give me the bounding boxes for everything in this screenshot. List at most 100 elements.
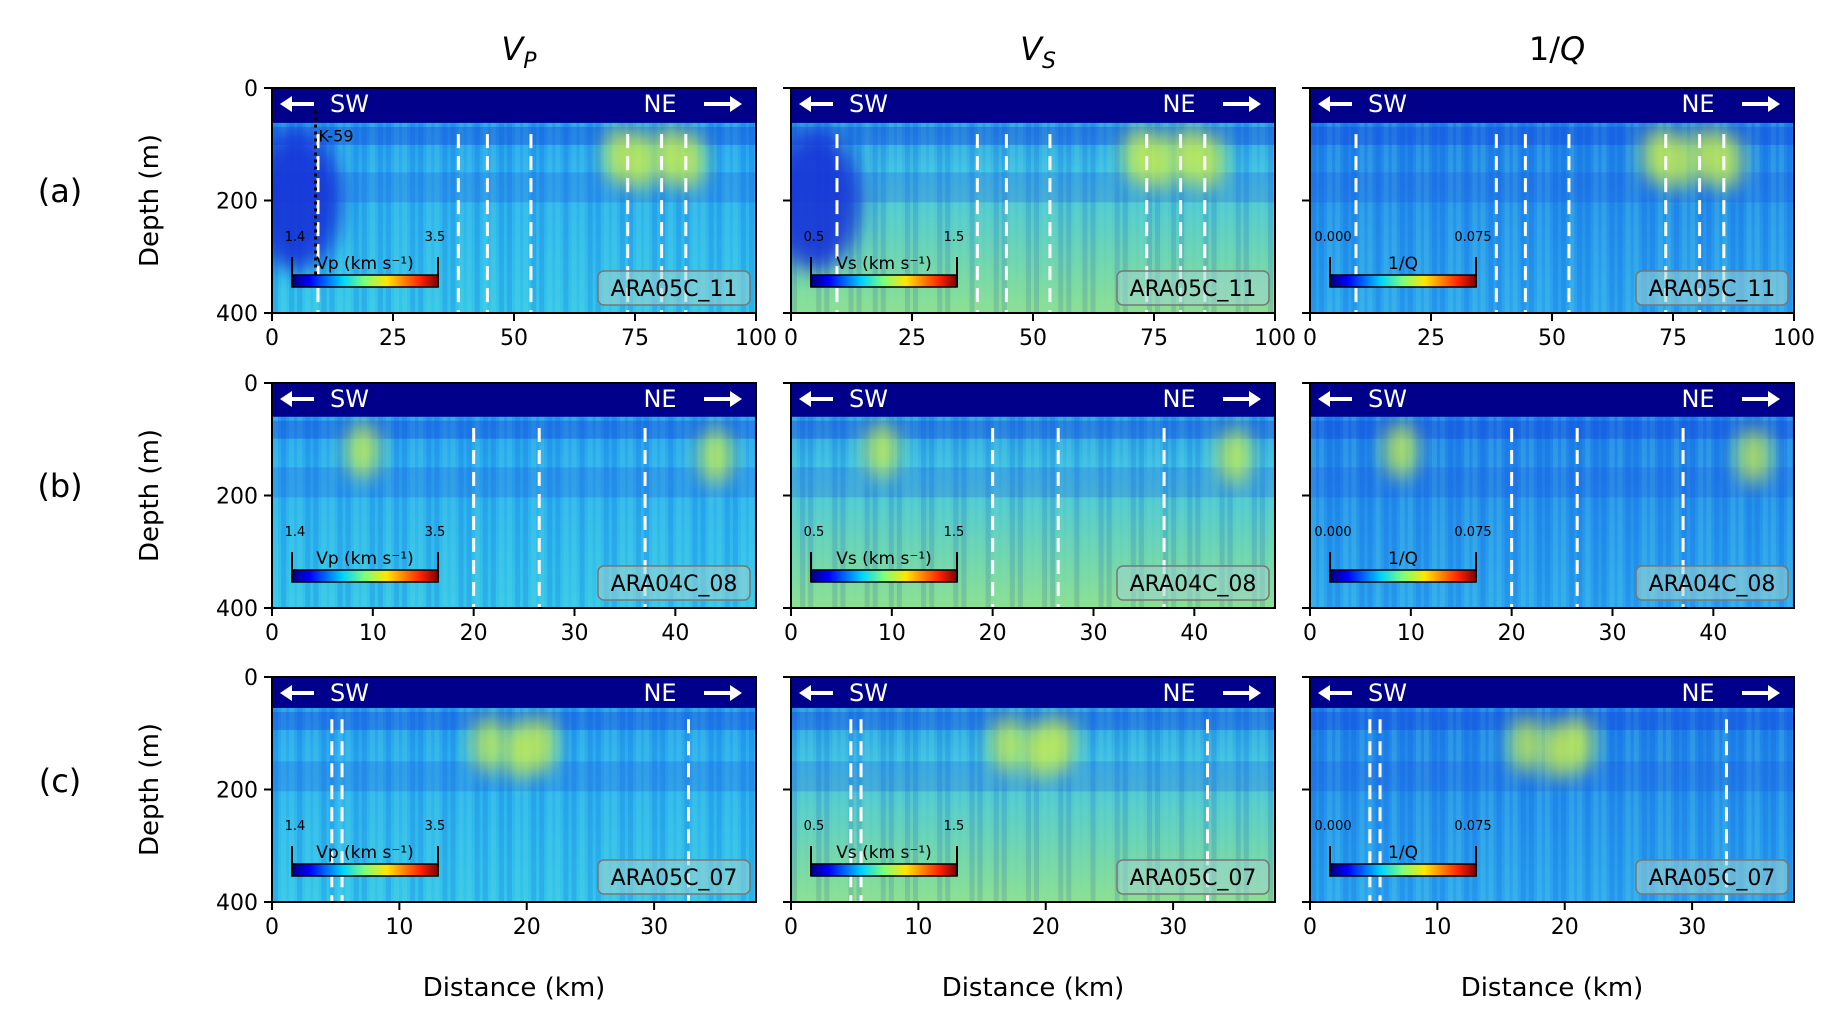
x-axis-label: Distance (km) bbox=[423, 973, 606, 1003]
colorbar: 0.000 0.075 1/Q bbox=[1314, 525, 1492, 583]
colorbar: 0.000 0.075 1/Q bbox=[1314, 819, 1492, 877]
y-tick-label: 200 bbox=[216, 485, 258, 510]
colorbar-label: 1/Q bbox=[1388, 254, 1418, 274]
colorbar-min: 0.000 bbox=[1314, 525, 1351, 540]
y-axis-label: Depth (m) bbox=[135, 723, 165, 856]
sw-arrow: SW bbox=[1318, 90, 1407, 118]
x-axis-label: Distance (km) bbox=[942, 973, 1125, 1003]
sw-arrow: SW bbox=[799, 385, 888, 413]
water-layer bbox=[272, 383, 756, 417]
line-name: ARA05C_11 bbox=[597, 270, 751, 306]
colorbar-label: Vs (km s⁻¹) bbox=[836, 254, 932, 274]
x-tick-label: 100 bbox=[1773, 326, 1815, 351]
panel-c-Vs: SW NE 0.5 1.5 Vs (km s⁻¹) ARA05C_07 0 10 20 30 Dis… bbox=[783, 676, 1276, 1003]
line-name: ARA05C_07 bbox=[1635, 859, 1789, 895]
colorbar: 0.5 1.5 Vs (km s⁻¹) bbox=[804, 525, 964, 583]
panel-b-1Q: SW NE 0.000 0.075 1/Q ARA04C_08 0 10 20 30 40 bbox=[1302, 382, 1795, 646]
colorbar: 1.4 3.5 Vp (km s⁻¹) bbox=[285, 819, 445, 877]
x-tick-label: 10 bbox=[1423, 915, 1451, 940]
svg-text:1/Q: 1/Q bbox=[1529, 30, 1585, 68]
line-name: ARA04C_08 bbox=[1635, 565, 1789, 601]
colorbar: 0.5 1.5 Vs (km s⁻¹) bbox=[804, 230, 964, 288]
x-tick-label: 20 bbox=[1032, 915, 1060, 940]
water-layer bbox=[272, 88, 756, 123]
svg-text:SW: SW bbox=[330, 90, 369, 118]
anomaly bbox=[672, 133, 705, 190]
water-layer bbox=[791, 383, 1275, 417]
anomaly bbox=[1510, 716, 1543, 773]
x-tick-label: 20 bbox=[1498, 621, 1526, 646]
line-name: ARA05C_11 bbox=[1635, 270, 1789, 306]
x-tick-label: 0 bbox=[1303, 326, 1317, 351]
svg-text:SW: SW bbox=[1368, 385, 1407, 413]
colorbar-min: 0.000 bbox=[1314, 230, 1351, 245]
x-tick-label: 0 bbox=[265, 326, 279, 351]
svg-text:SW: SW bbox=[1368, 90, 1407, 118]
anomaly bbox=[1384, 422, 1417, 479]
column-title-1: VP bbox=[501, 30, 537, 74]
x-tick-label: 40 bbox=[1699, 621, 1727, 646]
x-tick-label: 30 bbox=[561, 621, 589, 646]
y-tick-label: 0 bbox=[244, 666, 258, 691]
ne-arrow: NE bbox=[643, 385, 742, 413]
x-tick-label: 25 bbox=[1417, 326, 1445, 351]
svg-text:SW: SW bbox=[330, 679, 369, 707]
x-tick-label: 30 bbox=[1159, 915, 1187, 940]
y-tick-label: 200 bbox=[216, 190, 258, 215]
x-tick-label: 0 bbox=[265, 915, 279, 940]
x-tick-label: 0 bbox=[265, 621, 279, 646]
column-title-2: VS bbox=[1020, 30, 1056, 74]
anomaly bbox=[1042, 716, 1075, 773]
svg-text:NE: NE bbox=[1162, 385, 1195, 413]
line-name: ARA04C_08 bbox=[597, 565, 751, 601]
sw-arrow: SW bbox=[280, 679, 369, 707]
x-tick-label: 10 bbox=[1397, 621, 1425, 646]
svg-text:SW: SW bbox=[849, 385, 888, 413]
x-tick-label: 20 bbox=[979, 621, 1007, 646]
anomaly bbox=[1191, 133, 1224, 190]
sw-arrow: SW bbox=[1318, 385, 1407, 413]
colorbar-label: 1/Q bbox=[1388, 549, 1418, 569]
panel-c-Vp: SW NE 1.4 3.5 Vp (km s⁻¹) ARA05C_07 0 200 400 0 10… bbox=[135, 666, 757, 1003]
panel-a-Vs: SW NE 0.5 1.5 Vs (km s⁻¹) ARA05C_11 0 25 50 75 100 bbox=[783, 87, 1296, 351]
svg-text:NE: NE bbox=[643, 90, 676, 118]
x-tick-label: 30 bbox=[640, 915, 668, 940]
panel-a-Vp: K-59 SW NE 1.4 3.5 Vp (km s⁻¹) ARA05C_11 0 200 40… bbox=[135, 77, 777, 351]
x-tick-label: 30 bbox=[1599, 621, 1627, 646]
anomaly bbox=[1710, 133, 1743, 190]
panel-b-Vs: SW NE 0.5 1.5 Vs (km s⁻¹) ARA04C_08 0 10 20 30 40 bbox=[783, 382, 1276, 646]
y-tick-label: 200 bbox=[216, 779, 258, 804]
x-tick-label: 40 bbox=[1180, 621, 1208, 646]
x-tick-label: 25 bbox=[379, 326, 407, 351]
water-layer bbox=[1310, 383, 1794, 417]
anomaly bbox=[1218, 428, 1251, 485]
x-tick-label: 10 bbox=[878, 621, 906, 646]
svg-text:ARA05C_07: ARA05C_07 bbox=[1130, 866, 1257, 891]
svg-text:VS: VS bbox=[1020, 30, 1056, 74]
x-tick-label: 10 bbox=[904, 915, 932, 940]
ne-arrow: NE bbox=[643, 679, 742, 707]
svg-text:ARA04C_08: ARA04C_08 bbox=[1649, 572, 1776, 597]
svg-text:SW: SW bbox=[849, 90, 888, 118]
colorbar-max: 1.5 bbox=[944, 819, 965, 834]
colorbar-max: 0.075 bbox=[1454, 525, 1491, 540]
svg-text:ARA05C_11: ARA05C_11 bbox=[1130, 277, 1257, 302]
x-axis-label: Distance (km) bbox=[1461, 973, 1644, 1003]
x-tick-label: 75 bbox=[621, 326, 649, 351]
panel-b-Vp: SW NE 1.4 3.5 Vp (km s⁻¹) ARA04C_08 0 200 400 0 10… bbox=[135, 372, 757, 646]
line-name: ARA04C_08 bbox=[1116, 565, 1270, 601]
ne-arrow: NE bbox=[643, 90, 742, 118]
row-label-2: (b) bbox=[37, 467, 82, 505]
colorbar-min: 1.4 bbox=[285, 525, 306, 540]
colorbar-label: Vs (km s⁻¹) bbox=[836, 549, 932, 569]
colorbar-min: 0.5 bbox=[804, 819, 825, 834]
colorbar-label: Vs (km s⁻¹) bbox=[836, 843, 932, 863]
anomaly bbox=[523, 716, 556, 773]
svg-text:ARA05C_07: ARA05C_07 bbox=[611, 866, 738, 891]
svg-text:ARA04C_08: ARA04C_08 bbox=[611, 572, 738, 597]
x-tick-label: 20 bbox=[460, 621, 488, 646]
sw-arrow: SW bbox=[799, 90, 888, 118]
sw-arrow: SW bbox=[1318, 679, 1407, 707]
anomaly bbox=[1561, 716, 1594, 773]
